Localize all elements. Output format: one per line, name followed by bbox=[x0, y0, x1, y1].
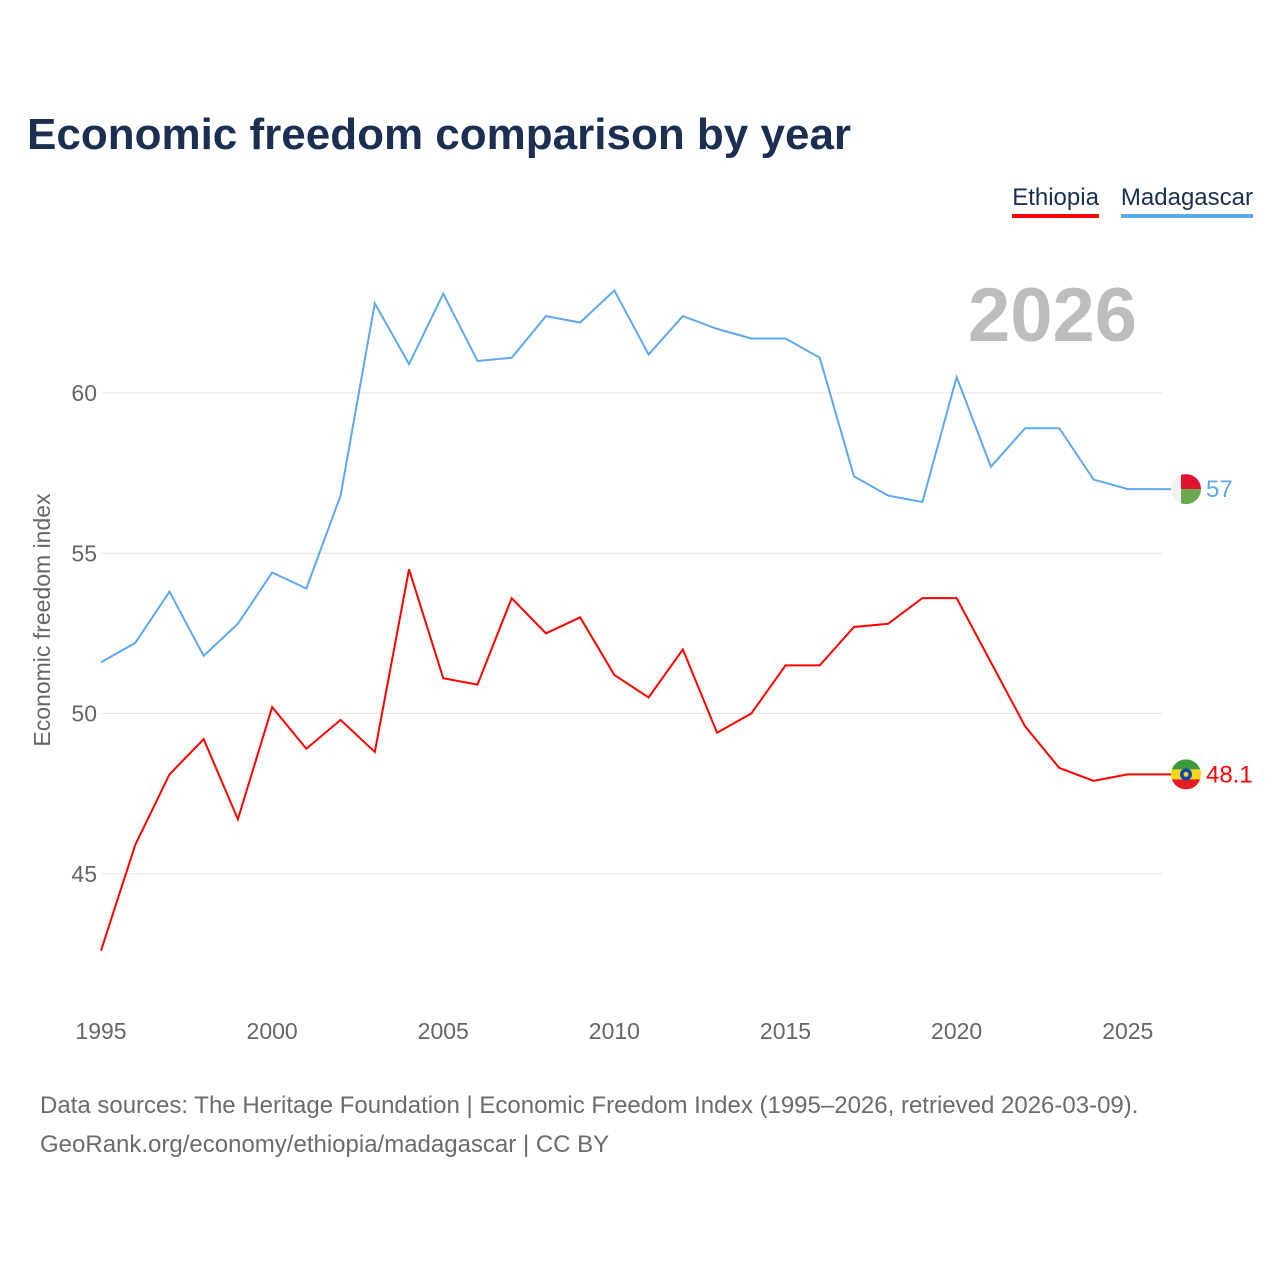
ethiopia-flag-icon bbox=[1171, 759, 1201, 790]
y-tick-label: 60 bbox=[71, 380, 97, 406]
legend: Ethiopia Madagascar bbox=[1012, 184, 1253, 218]
end-value-label: 57 bbox=[1206, 476, 1233, 503]
series-line-madagascar bbox=[100, 288, 1162, 664]
y-tick-label: 50 bbox=[71, 701, 97, 727]
year-watermark: 2026 bbox=[968, 273, 1138, 358]
y-tick-label: 45 bbox=[71, 861, 97, 887]
x-tick-label: 2010 bbox=[589, 1018, 640, 1044]
x-tick-label: 2020 bbox=[931, 1018, 982, 1044]
x-tick-label: 2005 bbox=[418, 1018, 469, 1044]
chart-title: Economic freedom comparison by year bbox=[27, 110, 852, 159]
footer-sources: Data sources: The Heritage Foundation | … bbox=[40, 1092, 1139, 1119]
x-tick-label: 2000 bbox=[247, 1018, 298, 1044]
legend-madagascar[interactable]: Madagascar bbox=[1120, 184, 1253, 218]
legend-ethiopia[interactable]: Ethiopia bbox=[1012, 184, 1099, 218]
x-tick-label: 2025 bbox=[1102, 1018, 1153, 1044]
y-tick-label: 55 bbox=[71, 540, 97, 566]
x-tick-label: 2015 bbox=[760, 1018, 811, 1044]
footer: Data sources: The Heritage Foundation | … bbox=[40, 1086, 1138, 1164]
y-axis-label: Economic freedom index bbox=[29, 493, 55, 747]
madagascar-flag-icon bbox=[1171, 474, 1201, 505]
x-tick-label: 1995 bbox=[75, 1018, 126, 1044]
footer-link[interactable]: GeoRank.org/economy/ethiopia/madagascar … bbox=[40, 1131, 610, 1158]
series-line-ethiopia bbox=[100, 568, 1162, 951]
end-value-label: 48.1 bbox=[1206, 761, 1253, 788]
